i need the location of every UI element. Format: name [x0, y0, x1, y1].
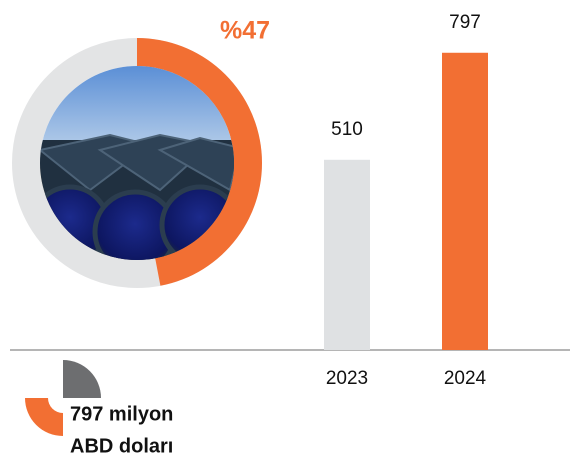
x-tick-label: 2024: [444, 368, 487, 389]
donut-label: %47: [220, 17, 270, 45]
bar: [442, 52, 488, 351]
donut-arc: [137, 38, 263, 286]
bar-value-label: 797: [449, 12, 481, 33]
pipe-photo: [40, 66, 234, 260]
legend-icon: [25, 360, 101, 436]
bar: [324, 159, 370, 350]
caption-line: 797 milyon: [70, 403, 173, 425]
bar-value-label: 510: [331, 119, 363, 140]
x-tick-label: 2023: [326, 368, 368, 389]
caption-line: ABD doları: [70, 435, 173, 457]
